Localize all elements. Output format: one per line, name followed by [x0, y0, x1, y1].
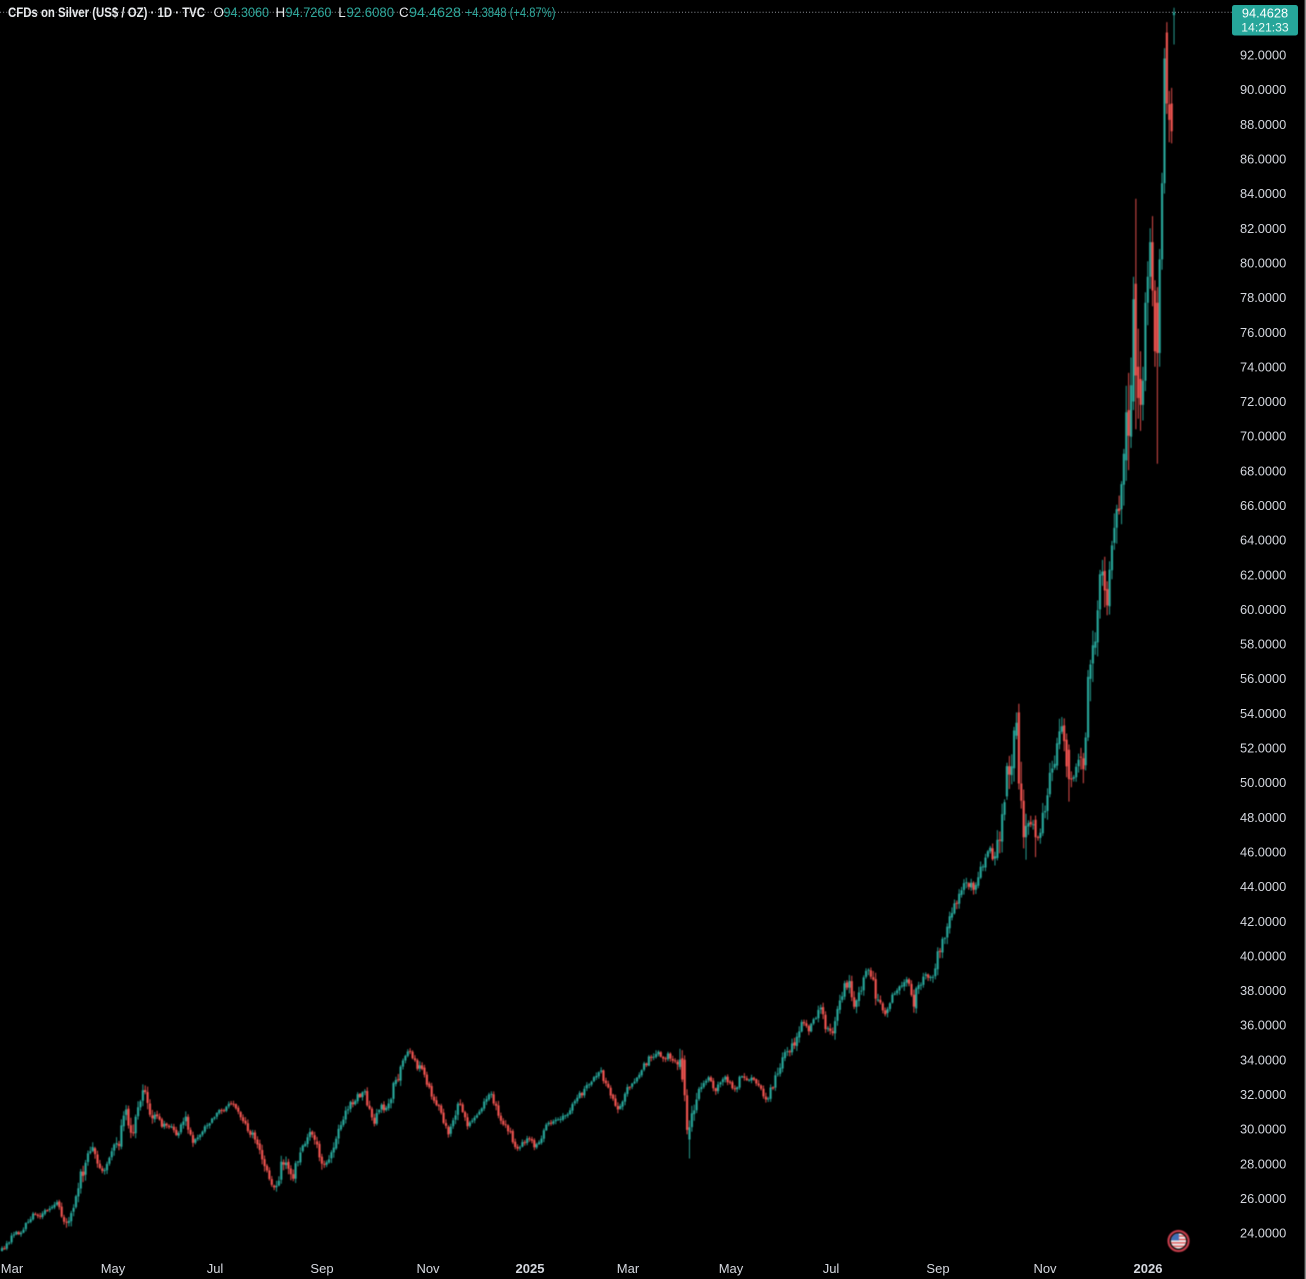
svg-text:58.0000: 58.0000	[1240, 637, 1286, 652]
svg-text:Jul: Jul	[207, 1261, 224, 1276]
svg-text:94.4628: 94.4628	[409, 5, 461, 20]
svg-text:14:21:33: 14:21:33	[1241, 21, 1289, 35]
svg-text:May: May	[719, 1261, 744, 1276]
svg-text:34.0000: 34.0000	[1240, 1052, 1286, 1067]
svg-text:C: C	[399, 5, 409, 20]
svg-text:54.0000: 54.0000	[1240, 706, 1286, 721]
svg-text:62.0000: 62.0000	[1240, 567, 1286, 582]
svg-text:2025: 2025	[516, 1261, 545, 1276]
svg-text:52.0000: 52.0000	[1240, 741, 1286, 756]
svg-text:90.0000: 90.0000	[1240, 82, 1286, 97]
svg-text:56.0000: 56.0000	[1240, 671, 1286, 686]
svg-text:Sep: Sep	[310, 1261, 333, 1276]
svg-text:82.0000: 82.0000	[1240, 221, 1286, 236]
svg-text:48.0000: 48.0000	[1240, 810, 1286, 825]
svg-text:26.0000: 26.0000	[1240, 1191, 1286, 1206]
svg-text:L: L	[338, 5, 345, 20]
svg-text:72.0000: 72.0000	[1240, 394, 1286, 409]
svg-text:Nov: Nov	[1033, 1261, 1057, 1276]
svg-text:68.0000: 68.0000	[1240, 463, 1286, 478]
svg-text:60.0000: 60.0000	[1240, 602, 1286, 617]
svg-text:50.0000: 50.0000	[1240, 775, 1286, 790]
svg-text:76.0000: 76.0000	[1240, 325, 1286, 340]
svg-text:Jul: Jul	[823, 1261, 840, 1276]
svg-text:88.0000: 88.0000	[1240, 117, 1286, 132]
svg-text:64.0000: 64.0000	[1240, 533, 1286, 548]
svg-text:86.0000: 86.0000	[1240, 152, 1286, 167]
svg-text:42.0000: 42.0000	[1240, 914, 1286, 929]
svg-text:94.7260: 94.7260	[286, 5, 332, 20]
svg-text:46.0000: 46.0000	[1240, 845, 1286, 860]
svg-text:Mar: Mar	[617, 1261, 640, 1276]
svg-text:Mar: Mar	[1, 1261, 24, 1276]
svg-text:40.0000: 40.0000	[1240, 948, 1286, 963]
svg-text:+4.3848 (+4.87%): +4.3848 (+4.87%)	[466, 5, 556, 20]
svg-text:30.0000: 30.0000	[1240, 1122, 1286, 1137]
svg-text:24.0000: 24.0000	[1240, 1226, 1286, 1241]
svg-text:84.0000: 84.0000	[1240, 186, 1286, 201]
svg-text:38.0000: 38.0000	[1240, 983, 1286, 998]
svg-text:66.0000: 66.0000	[1240, 498, 1286, 513]
svg-text:H: H	[276, 5, 286, 20]
svg-text:O: O	[214, 5, 224, 20]
svg-text:78.0000: 78.0000	[1240, 290, 1286, 305]
svg-text:92.6080: 92.6080	[347, 5, 395, 20]
svg-text:Nov: Nov	[416, 1261, 440, 1276]
svg-text:74.0000: 74.0000	[1240, 359, 1286, 374]
svg-text:92.0000: 92.0000	[1240, 48, 1286, 63]
svg-text:May: May	[101, 1261, 126, 1276]
svg-text:28.0000: 28.0000	[1240, 1156, 1286, 1171]
svg-text:80.0000: 80.0000	[1240, 256, 1286, 271]
svg-text:32.0000: 32.0000	[1240, 1087, 1286, 1102]
svg-text:94.4628: 94.4628	[1242, 5, 1288, 20]
svg-text:Sep: Sep	[926, 1261, 949, 1276]
svg-text:94.3060: 94.3060	[224, 5, 270, 20]
svg-text:44.0000: 44.0000	[1240, 879, 1286, 894]
svg-text:2026: 2026	[1134, 1261, 1163, 1276]
svg-text:70.0000: 70.0000	[1240, 429, 1286, 444]
svg-text:CFDs on Silver (US$ / OZ) · 1D: CFDs on Silver (US$ / OZ) · 1D · TVC	[8, 5, 205, 20]
svg-text:36.0000: 36.0000	[1240, 1018, 1286, 1033]
